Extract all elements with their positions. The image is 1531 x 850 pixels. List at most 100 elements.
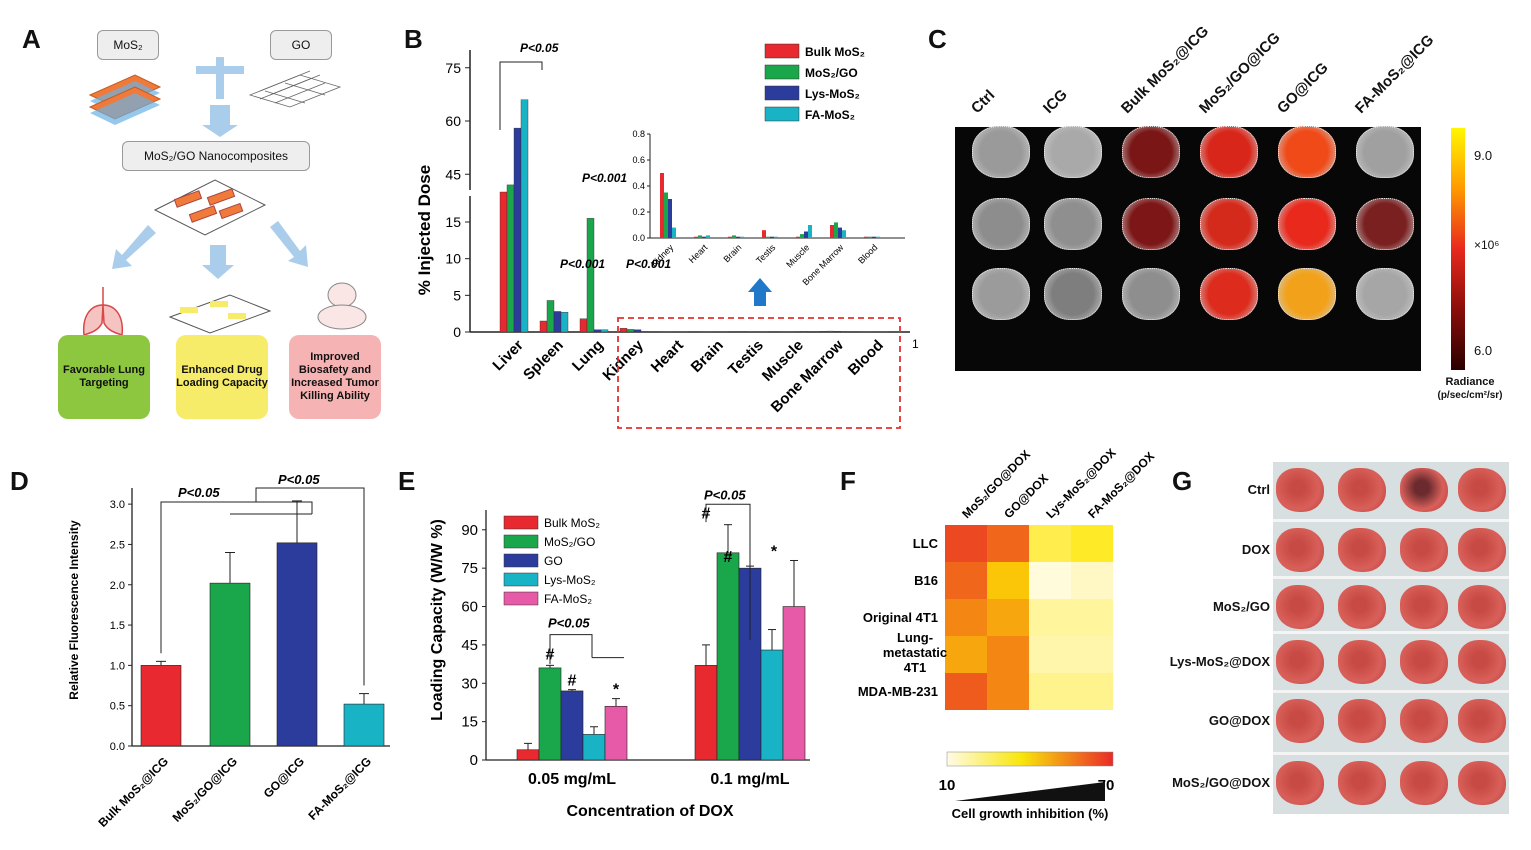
b-xtick: Heart: [648, 337, 687, 376]
b-inset-ytick: 0.8: [632, 129, 645, 139]
c-lung-image: [1200, 268, 1258, 320]
d-xtick: MoS₂/GO@ICG: [170, 754, 241, 825]
c-lung-image: [1356, 268, 1414, 320]
f-colorbar: [946, 751, 1114, 767]
b-inset-bar: [694, 236, 698, 238]
lung-icon: [82, 287, 124, 337]
panel-a-drawing: [82, 57, 367, 337]
b-inset-bar: [660, 173, 664, 238]
b-inset-bar: [672, 227, 676, 238]
b-xtick: Spleen: [520, 337, 567, 384]
e-legend-swatch: [503, 553, 539, 568]
b-bar: [560, 312, 569, 333]
f-heatmap-cell: [987, 636, 1029, 673]
f-row-label: MDA-MB-231: [858, 684, 938, 699]
f-heatmap-cell: [1029, 599, 1071, 636]
b-inset-bar: [842, 230, 846, 238]
c-lung-image: [1044, 268, 1102, 320]
d-xtick: FA-MoS₂@ICG: [306, 754, 375, 823]
f-ramp-icon: [955, 782, 1105, 801]
b-bar: [506, 184, 515, 333]
go-label: GO: [270, 30, 332, 60]
b-inset-bar: [706, 235, 710, 238]
e-bar: [582, 734, 606, 761]
b-legend-swatch: [764, 106, 800, 122]
g-row-separator: [1273, 752, 1509, 755]
e-xtick: 0.1 mg/mL: [710, 771, 789, 788]
e-legend-swatch: [503, 591, 539, 606]
d-ytick: 1.5: [110, 620, 125, 632]
c-column-header: ICG: [1039, 86, 1071, 117]
b-bracket: [499, 61, 543, 130]
b-inset-bar: [762, 230, 766, 238]
e-sig-mark: *: [771, 543, 778, 560]
d-bar: [209, 582, 251, 747]
composite-sheet-icon: [153, 179, 267, 236]
c-scale-unit: ×10⁶: [1474, 238, 1500, 252]
f-heatmap-cell: [1071, 525, 1113, 562]
drug-loading-box: Enhanced Drug Loading Capacity: [176, 335, 268, 419]
b-bar: [626, 329, 635, 333]
g-row-separator: [1273, 576, 1509, 579]
e-ytick: 30: [461, 675, 478, 692]
f-heatmap-cell: [945, 673, 987, 710]
g-lung-photo: [1338, 468, 1386, 512]
c-scale-title: Radiance: [1445, 376, 1495, 388]
b-inset-bar: [698, 235, 702, 238]
g-row-separator: [1273, 631, 1509, 634]
f-heatmap-cell: [1029, 636, 1071, 673]
f-row-label: B16: [914, 573, 938, 588]
c-scale-units: (p/sec/cm²/sr): [1437, 390, 1503, 401]
f-heatmap-cell: [1029, 673, 1071, 710]
d-p-label: P<0.05: [178, 485, 220, 500]
c-lung-image: [1356, 198, 1414, 250]
panel-c-letter: C: [928, 24, 947, 54]
panel-d-letter: D: [10, 466, 29, 496]
e-bar: [716, 552, 740, 761]
panel-g-letter: G: [1172, 466, 1193, 496]
g-lung-photo: [1400, 699, 1448, 743]
b-inset-bar: [804, 231, 808, 238]
e-ylabel: Loading Capacity (W/W %): [429, 519, 446, 721]
b-bar: [826, 330, 835, 333]
mouse-icon: [317, 282, 367, 330]
e-xlabel: Concentration of DOX: [566, 803, 733, 820]
b-bar: [800, 331, 809, 333]
b-inset-bar: [774, 236, 778, 238]
b-bar: [499, 191, 508, 333]
g-lung-photo: [1458, 585, 1506, 629]
drug-sheet-icon: [168, 294, 272, 334]
b-inset-bar: [736, 236, 740, 238]
b-bar: [593, 329, 602, 333]
e-bar: [604, 705, 628, 761]
b-p-label: P<0.001: [626, 257, 671, 271]
go-sheet-icon: [248, 70, 342, 108]
b-legend-label: FA-MoS₂: [805, 108, 855, 122]
g-lung-photo: [1400, 761, 1448, 805]
c-lung-image: [1200, 198, 1258, 250]
b-inset-bar: [766, 236, 770, 238]
b-bar: [600, 329, 609, 333]
b-inset-bar: [800, 234, 804, 238]
b-ytick: 45: [445, 166, 461, 182]
e-bar: [782, 606, 806, 761]
b-p-label: P<0.001: [582, 171, 627, 185]
g-lung-photo: [1400, 528, 1448, 572]
e-xtick: 0.05 mg/mL: [528, 771, 616, 788]
e-bracket: [549, 634, 624, 665]
f-heatmap-cell: [1029, 562, 1071, 599]
g-lung-photo: [1458, 468, 1506, 512]
b-ytick: 75: [445, 60, 461, 76]
d-ylabel: Relative Fluorescence Intensity: [67, 520, 81, 700]
c-column-header: MoS₂/GO@ICG: [1195, 29, 1284, 118]
c-scale-max: 9.0: [1474, 148, 1493, 163]
f-row-label: Original 4T1: [863, 610, 938, 625]
b-inset-bar: [830, 225, 834, 238]
f-heatmap-cell: [945, 636, 987, 673]
g-lung-photo: [1276, 585, 1324, 629]
c-column-header: GO@ICG: [1273, 59, 1332, 117]
d-bar: [276, 542, 318, 747]
g-row-separator: [1273, 690, 1509, 693]
b-bar: [586, 218, 595, 333]
c-lung-image: [972, 126, 1030, 178]
